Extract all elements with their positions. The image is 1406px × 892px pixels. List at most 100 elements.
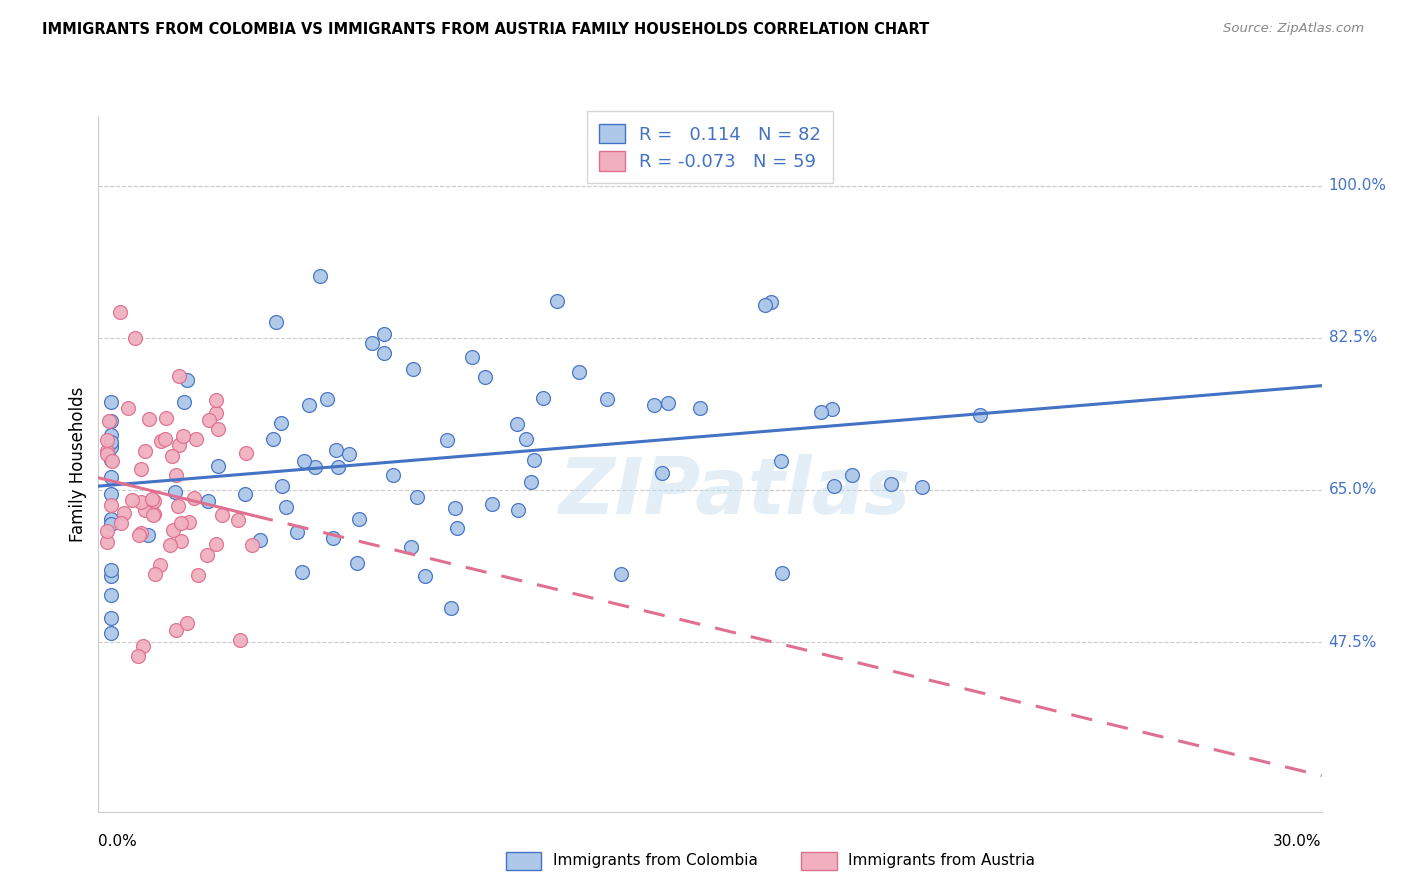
Point — [100, 516, 122, 531]
Point — [97, 414, 120, 428]
Point — [381, 468, 404, 483]
Point — [506, 417, 529, 431]
Point — [308, 269, 330, 284]
Point — [100, 498, 122, 512]
Point — [100, 414, 122, 428]
Point — [100, 453, 122, 467]
Point — [754, 298, 776, 312]
Point — [187, 567, 209, 582]
Point — [132, 639, 155, 653]
Point — [100, 569, 122, 583]
Point — [138, 412, 160, 426]
Text: Immigrants from Colombia: Immigrants from Colombia — [553, 854, 758, 868]
Point — [205, 537, 228, 551]
Point — [347, 512, 370, 526]
Point — [270, 416, 292, 430]
Point — [179, 515, 201, 529]
Point — [129, 461, 152, 475]
Point — [142, 508, 165, 523]
Point — [165, 623, 187, 637]
Point — [399, 540, 422, 554]
Text: ZIPatlas: ZIPatlas — [558, 454, 911, 530]
Point — [233, 487, 256, 501]
Point — [198, 413, 221, 427]
Point — [770, 566, 793, 580]
Point — [160, 449, 183, 463]
Point — [444, 500, 467, 515]
Point — [96, 444, 118, 458]
Point — [879, 477, 901, 491]
Point — [413, 569, 436, 583]
Point — [346, 556, 368, 570]
Point — [322, 531, 344, 545]
Point — [167, 368, 190, 383]
Point — [304, 459, 326, 474]
Point — [100, 589, 122, 603]
Point — [373, 326, 395, 341]
Point — [166, 499, 188, 513]
Point — [657, 396, 679, 410]
Text: 100.0%: 100.0% — [1329, 178, 1386, 193]
Point — [910, 480, 932, 494]
Point — [515, 433, 537, 447]
Point — [207, 459, 229, 474]
Point — [546, 293, 568, 308]
Point — [170, 533, 193, 548]
Point — [100, 626, 122, 640]
Point — [436, 433, 458, 447]
Point — [155, 411, 177, 425]
Point — [195, 548, 218, 562]
Point — [127, 648, 149, 663]
Point — [100, 428, 122, 442]
Point — [810, 405, 832, 419]
Point — [100, 562, 122, 576]
Point — [440, 600, 463, 615]
Point — [769, 454, 792, 468]
Point — [176, 615, 198, 630]
Point — [136, 528, 159, 542]
Text: IMMIGRANTS FROM COLOMBIA VS IMMIGRANTS FROM AUSTRIA FAMILY HOUSEHOLDS CORRELATIO: IMMIGRANTS FROM COLOMBIA VS IMMIGRANTS F… — [42, 22, 929, 37]
Point — [100, 487, 122, 501]
Point — [100, 511, 122, 525]
Point — [821, 402, 844, 417]
Point — [531, 392, 554, 406]
Point — [271, 478, 294, 492]
Point — [145, 567, 167, 582]
Point — [841, 467, 863, 482]
Point — [235, 446, 257, 460]
Point — [461, 351, 484, 365]
Point — [643, 398, 665, 412]
Point — [228, 513, 250, 527]
Point — [159, 538, 181, 552]
Point — [163, 484, 186, 499]
Point — [134, 443, 156, 458]
Point — [405, 490, 427, 504]
Point — [285, 524, 308, 539]
Point — [205, 392, 228, 407]
Legend: R =   0.114   N = 82, R = -0.073   N = 59: R = 0.114 N = 82, R = -0.073 N = 59 — [586, 112, 834, 184]
Point — [266, 315, 288, 329]
Point — [823, 479, 845, 493]
Point — [100, 440, 122, 454]
Text: 47.5%: 47.5% — [1329, 634, 1376, 649]
Point — [129, 495, 152, 509]
Point — [96, 434, 118, 448]
Point — [124, 331, 146, 345]
Point — [205, 406, 228, 420]
Point — [143, 494, 166, 508]
Point — [117, 401, 139, 416]
Point — [100, 454, 122, 468]
Point — [149, 558, 172, 572]
Point — [100, 395, 122, 409]
Point — [337, 446, 360, 460]
Point — [169, 437, 191, 451]
Point — [96, 447, 118, 461]
Point — [360, 335, 382, 350]
Point — [325, 443, 347, 458]
Point — [162, 524, 184, 538]
Point — [446, 521, 468, 535]
Point — [292, 454, 315, 468]
Point — [100, 470, 122, 484]
Point — [150, 434, 173, 449]
Point — [186, 433, 208, 447]
